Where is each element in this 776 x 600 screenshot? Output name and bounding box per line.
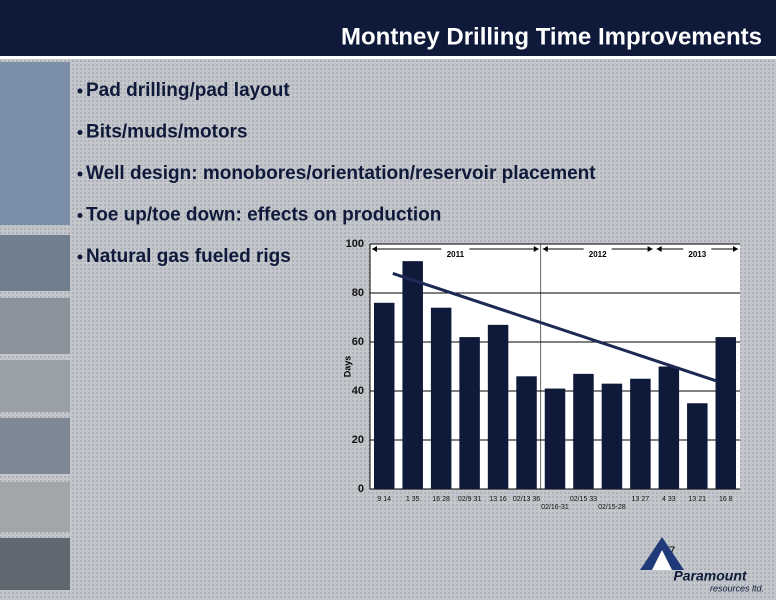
logo-subtext: resources ltd. — [710, 583, 764, 593]
bar — [516, 376, 537, 489]
y-tick-label: 100 — [346, 238, 364, 250]
x-tick-label: 4 33 — [662, 496, 676, 503]
bar — [544, 388, 566, 489]
x-tick-label: 02/9 31 — [458, 496, 481, 503]
arrow-head — [647, 246, 653, 252]
period-label: 2011 — [447, 250, 465, 259]
x-tick-label: 16 8 — [719, 496, 733, 503]
bar — [601, 383, 623, 489]
x-tick-label: 02/13 36 — [513, 496, 540, 503]
x-tick-label: 9 14 — [377, 496, 391, 503]
arrow-head — [656, 246, 662, 252]
bullet-dot — [77, 213, 83, 218]
period-label-bg — [441, 248, 470, 260]
arrow-head — [733, 246, 738, 252]
bullet-dot — [77, 171, 83, 177]
y-tick-label: 60 — [352, 336, 364, 348]
bar — [430, 307, 452, 489]
x-tick-label: 16 28 — [432, 496, 450, 503]
y-tick-label: 0 — [358, 483, 364, 495]
y-tick-label: 80 — [352, 287, 364, 299]
period-label-bg — [683, 248, 712, 260]
slide-title: Montney Drilling Time Improvements — [341, 23, 762, 50]
arrow-head — [372, 246, 377, 252]
bar — [715, 337, 737, 489]
x-tick-label: 02/15 33 — [570, 496, 597, 503]
bullet: Natural gas fueled rigs — [86, 246, 291, 267]
bar — [573, 373, 594, 489]
bullet: Well design: monobores/orientation/reser… — [86, 163, 596, 184]
y-axis-label: Days — [342, 356, 352, 378]
bullet: Bits/muds/motors — [86, 122, 248, 143]
bullet-dot — [77, 254, 83, 260]
bar — [373, 302, 395, 489]
arrow-head — [542, 246, 548, 252]
period-label: 2012 — [589, 250, 607, 259]
bar — [630, 378, 651, 489]
x-tick-label: 13 27 — [632, 496, 650, 503]
bullet-dot — [77, 130, 83, 135]
bar — [402, 261, 423, 489]
arrow-head — [533, 246, 539, 252]
trend-line — [392, 271, 718, 383]
x-tick-label: 1 35 — [406, 496, 420, 503]
logo-text: Paramount — [673, 568, 747, 584]
logo-mark — [652, 550, 672, 570]
bullet: Pad drilling/pad layout — [86, 80, 290, 101]
y-tick-label: 40 — [352, 385, 364, 397]
header-bar — [0, 0, 776, 56]
x-tick-label: 02/16-31 — [541, 504, 569, 511]
photo-strip — [0, 62, 70, 590]
bullet-dot — [77, 88, 83, 94]
bar — [658, 366, 680, 489]
period-label: 2013 — [688, 250, 706, 259]
bar — [687, 403, 708, 489]
bar — [459, 337, 480, 489]
x-tick-label: 13 21 — [689, 496, 707, 503]
bullet: Toe up/toe down: effects on production — [86, 205, 441, 226]
period-label-bg — [583, 248, 612, 260]
bar — [487, 324, 509, 489]
y-tick-label: 20 — [352, 434, 364, 446]
header-rule — [0, 56, 776, 59]
x-tick-label: 02/15-28 — [598, 504, 626, 511]
x-tick-label: 13 16 — [489, 496, 507, 503]
